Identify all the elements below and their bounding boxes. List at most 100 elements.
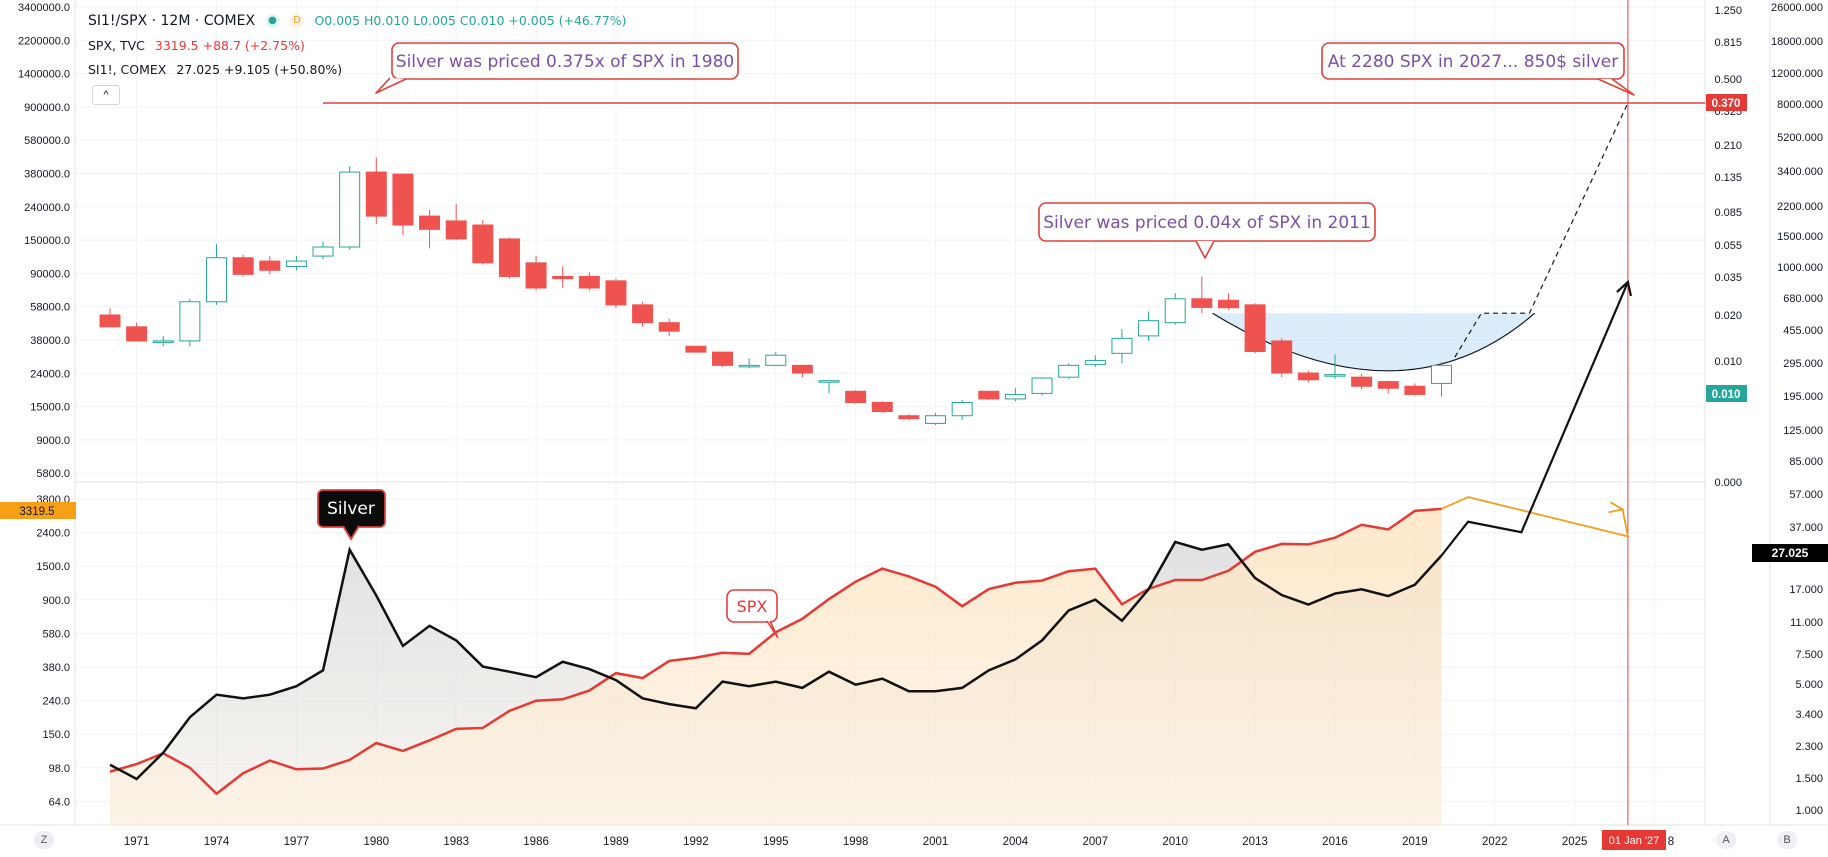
time-tick-label: 8 xyxy=(1668,836,1674,848)
time-tick-label: 2016 xyxy=(1322,836,1348,848)
time-tick-label: 1992 xyxy=(683,836,709,848)
candle xyxy=(498,237,520,279)
right-tick-label: 2.300 xyxy=(1795,741,1823,753)
left-tick-label: 98.0 xyxy=(49,763,70,775)
right-tick-label: 195.000 xyxy=(1783,391,1823,403)
spx-label-text: SPX xyxy=(737,597,768,616)
candle-body xyxy=(365,171,387,217)
candle-body xyxy=(845,390,867,403)
candle xyxy=(419,209,441,249)
candle xyxy=(1244,303,1266,354)
candle-body xyxy=(179,301,201,342)
candle xyxy=(339,166,361,250)
candle-body xyxy=(951,401,973,417)
right-tick-label: 18000.000 xyxy=(1771,36,1823,48)
candle xyxy=(685,345,707,353)
candle xyxy=(312,241,334,260)
candle-body xyxy=(658,322,680,332)
legend-silver[interactable]: SI1!, COMEX 27.025 +9.105 (+50.80%) xyxy=(88,62,348,77)
candle-body xyxy=(312,246,334,257)
spx-projection-arrowhead xyxy=(1608,501,1626,514)
candle xyxy=(765,352,787,367)
candle xyxy=(578,272,600,291)
candle-body xyxy=(1271,340,1293,374)
candle xyxy=(632,301,654,327)
candle xyxy=(1297,370,1319,383)
right-tick-label: 1500.000 xyxy=(1777,231,1823,243)
candle xyxy=(392,173,414,236)
candle xyxy=(605,278,627,309)
ratio-tick-label: 1.250 xyxy=(1714,5,1742,17)
candle xyxy=(1111,328,1133,364)
candle xyxy=(898,414,920,421)
candle xyxy=(925,412,947,426)
ratio-tick-label: 0.135 xyxy=(1714,172,1742,184)
right-tick-label: 1.000 xyxy=(1795,805,1823,817)
time-tick-label: 2010 xyxy=(1162,836,1188,848)
candle xyxy=(871,401,893,413)
callout-2027-tail xyxy=(1597,78,1635,96)
silver-projection-line xyxy=(1440,281,1629,557)
ohlc-values: O0.005 H0.010 L0.005 C0.010 +0.005 (+46.… xyxy=(314,13,627,28)
log-scale-a-button[interactable]: A xyxy=(1716,831,1736,849)
right-tick-label: 455.000 xyxy=(1783,325,1823,337)
candle-body xyxy=(871,401,893,412)
spx-projection-line xyxy=(1441,496,1630,538)
candle-body xyxy=(206,257,228,303)
spx-label-box xyxy=(726,589,778,623)
candle-body xyxy=(1297,372,1319,381)
candle-body xyxy=(1111,337,1133,354)
left-tick-label: 240000.0 xyxy=(24,202,70,214)
ratio-price-axis: 1.2500.8150.5000.3250.2100.1350.0850.055… xyxy=(1714,5,1742,489)
candle-body xyxy=(818,380,840,383)
legend-spx[interactable]: SPX, TVC 3319.5 +88.7 (+2.75%) xyxy=(88,38,311,53)
candle-body xyxy=(1217,299,1239,309)
ratio-tick-label: 0.085 xyxy=(1714,207,1742,219)
callout-2011-tail xyxy=(1195,240,1215,259)
candles xyxy=(99,157,1452,426)
left-tick-label: 2200000.0 xyxy=(18,35,70,47)
collapse-legend-button[interactable]: ^ xyxy=(92,85,120,105)
symbol-title: SI1!/SPX · 12M · COMEX xyxy=(88,13,256,29)
left-tick-label: 380000.0 xyxy=(24,169,70,181)
candle xyxy=(1084,355,1106,367)
left-tick-label: 580000.0 xyxy=(24,135,70,147)
ratio-tick-label: 0.000 xyxy=(1714,477,1742,489)
right-tick-label: 3.400 xyxy=(1795,709,1823,721)
ratio-tick-label: 0.020 xyxy=(1714,310,1742,322)
left-tick-label: 24000.0 xyxy=(30,368,70,380)
candle-body xyxy=(711,351,733,366)
left-tick-label: 380.0 xyxy=(42,662,70,674)
candle xyxy=(1031,377,1053,396)
candle-body xyxy=(1191,298,1213,308)
ratio-tick-label: 0.815 xyxy=(1714,37,1742,49)
spx-name: SPX, TVC xyxy=(88,38,145,53)
candle-body xyxy=(392,173,414,226)
candle xyxy=(951,400,973,421)
candle xyxy=(711,351,733,367)
ratio-tick-label: 0.500 xyxy=(1714,74,1742,86)
candle xyxy=(99,308,121,328)
time-tick-label: 1971 xyxy=(124,836,150,848)
candle-body xyxy=(285,260,307,267)
right-tick-label: 17.000 xyxy=(1789,584,1823,596)
time-tick-label: 1980 xyxy=(364,836,390,848)
time-tick-label: 2004 xyxy=(1003,836,1029,848)
left-tick-label: 580.0 xyxy=(42,628,70,640)
auto-scale-button[interactable]: Z xyxy=(34,831,54,849)
candle-body xyxy=(978,390,1000,400)
ratio-flag-last-text: 0.010 xyxy=(1712,389,1741,401)
candle-body xyxy=(498,238,520,277)
candle xyxy=(1377,380,1399,394)
left-tick-label: 5800.0 xyxy=(36,468,70,480)
left-tick-label: 900.0 xyxy=(42,595,70,607)
candle xyxy=(1004,388,1026,402)
candle xyxy=(365,157,387,224)
left-tick-label: 1400000.0 xyxy=(18,69,70,81)
log-scale-b-button[interactable]: B xyxy=(1777,831,1797,849)
candle xyxy=(232,254,254,277)
candle xyxy=(1271,338,1293,378)
right-tick-label: 1000.000 xyxy=(1777,262,1823,274)
ratio-tick-label: 0.010 xyxy=(1714,356,1742,368)
